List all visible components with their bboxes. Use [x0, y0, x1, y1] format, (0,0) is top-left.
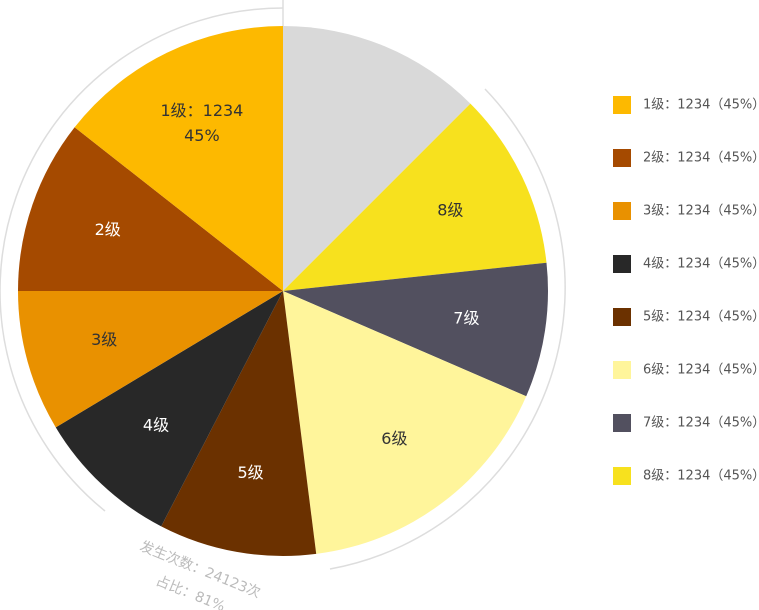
legend-swatch: [613, 414, 631, 432]
legend-label: 7级：1234（45%）: [643, 416, 759, 431]
legend-label: 2级：1234（45%）: [643, 151, 759, 166]
legend-swatch: [613, 467, 631, 485]
slice-label: 6级: [381, 429, 407, 448]
pie-slice: [283, 262, 548, 397]
legend-swatch: [613, 202, 631, 220]
legend-swatch: [613, 361, 631, 379]
legend-swatch: [613, 149, 631, 167]
pie-slice: [18, 291, 283, 428]
slice-label: 4级: [143, 416, 169, 435]
legend-label: 4级：1234（45%）: [643, 257, 759, 272]
legend-label: 5级：1234（45%）: [643, 310, 759, 325]
slice-label: 45%: [184, 126, 220, 145]
legend-label: 1级：1234（45%）: [643, 98, 759, 113]
legend-swatch: [613, 96, 631, 114]
slice-label: 2级: [95, 220, 121, 239]
slice-label: 5级: [237, 463, 263, 482]
group-arc: [329, 88, 566, 570]
pie-slice: [283, 26, 471, 291]
pie-slice: [283, 103, 547, 291]
pie-slice: [18, 127, 283, 291]
legend-label: 6级：1234（45%）: [643, 363, 759, 378]
group-arc: [0, 7, 284, 512]
legend-swatch: [613, 308, 631, 326]
slice-label: 3级: [91, 330, 117, 349]
pie-slice: [74, 26, 283, 291]
legend-swatch: [613, 255, 631, 273]
pie-slice: [55, 291, 284, 527]
pie-slice: [283, 291, 527, 554]
slice-label: 8级: [437, 200, 463, 219]
pie-slice: [161, 291, 317, 557]
legend-label: 3级：1234（45%）: [643, 204, 759, 219]
slice-label: 7级: [453, 308, 479, 327]
slice-label: 1级：1234: [160, 101, 243, 120]
legend-label: 8级：1234（45%）: [643, 469, 759, 484]
